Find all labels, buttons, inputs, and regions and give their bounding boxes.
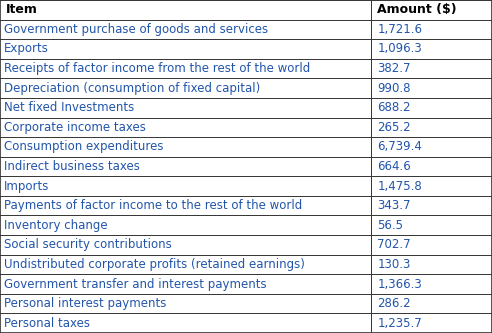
Bar — [0, 78, 492, 98]
Text: 6,739.4: 6,739.4 — [377, 141, 422, 154]
Bar — [0, 196, 492, 215]
Text: Indirect business taxes: Indirect business taxes — [4, 160, 140, 173]
Text: Item: Item — [6, 3, 38, 16]
Bar — [0, 98, 492, 118]
Bar — [0, 294, 492, 313]
Text: 382.7: 382.7 — [377, 62, 411, 75]
Text: 286.2: 286.2 — [377, 297, 411, 310]
Bar — [0, 0, 492, 20]
Bar — [0, 255, 492, 274]
Text: Personal interest payments: Personal interest payments — [4, 297, 166, 310]
Text: Imports: Imports — [4, 179, 49, 192]
Text: 265.2: 265.2 — [377, 121, 411, 134]
Bar — [0, 313, 492, 333]
Text: 702.7: 702.7 — [377, 238, 411, 251]
Text: Undistributed corporate profits (retained earnings): Undistributed corporate profits (retaine… — [4, 258, 305, 271]
Text: 1,366.3: 1,366.3 — [377, 277, 422, 290]
Bar — [0, 59, 492, 78]
Bar — [0, 235, 492, 255]
Bar — [0, 137, 492, 157]
Bar — [0, 20, 492, 39]
Bar — [0, 118, 492, 137]
Text: Personal taxes: Personal taxes — [4, 317, 90, 330]
Text: 1,096.3: 1,096.3 — [377, 43, 422, 56]
Bar — [0, 157, 492, 176]
Text: Inventory change: Inventory change — [4, 219, 108, 232]
Text: Exports: Exports — [4, 43, 49, 56]
Text: 130.3: 130.3 — [377, 258, 411, 271]
Text: Amount ($): Amount ($) — [377, 3, 457, 16]
Text: 1,235.7: 1,235.7 — [377, 317, 422, 330]
Bar — [0, 176, 492, 196]
Text: Corporate income taxes: Corporate income taxes — [4, 121, 146, 134]
Text: Receipts of factor income from the rest of the world: Receipts of factor income from the rest … — [4, 62, 310, 75]
Bar — [0, 39, 492, 59]
Bar — [0, 215, 492, 235]
Text: 1,721.6: 1,721.6 — [377, 23, 422, 36]
Text: Consumption expenditures: Consumption expenditures — [4, 141, 163, 154]
Text: 664.6: 664.6 — [377, 160, 411, 173]
Text: Government transfer and interest payments: Government transfer and interest payment… — [4, 277, 267, 290]
Text: Government purchase of goods and services: Government purchase of goods and service… — [4, 23, 268, 36]
Text: Depreciation (consumption of fixed capital): Depreciation (consumption of fixed capit… — [4, 82, 260, 95]
Text: Payments of factor income to the rest of the world: Payments of factor income to the rest of… — [4, 199, 302, 212]
Bar — [0, 274, 492, 294]
Text: 688.2: 688.2 — [377, 101, 411, 114]
Text: Net fixed Investments: Net fixed Investments — [4, 101, 134, 114]
Text: Social security contributions: Social security contributions — [4, 238, 172, 251]
Text: 343.7: 343.7 — [377, 199, 411, 212]
Text: 56.5: 56.5 — [377, 219, 403, 232]
Text: 1,475.8: 1,475.8 — [377, 179, 422, 192]
Text: 990.8: 990.8 — [377, 82, 411, 95]
